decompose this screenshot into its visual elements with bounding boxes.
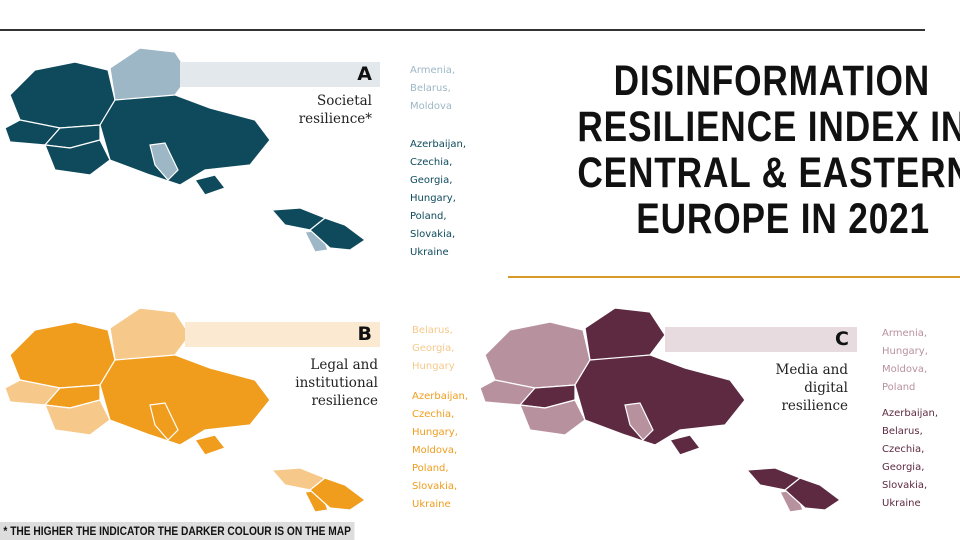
country-name: Ukraine xyxy=(882,498,921,509)
panel-band: A xyxy=(180,62,380,87)
country-name: Georgia, xyxy=(410,175,453,186)
light-country-list: Armenia, Hungary, Moldova, Poland xyxy=(882,325,928,397)
country-name: Hungary, xyxy=(412,427,458,438)
light-country-list: Armenia, Belarus, Moldova xyxy=(410,62,455,116)
label-line: digital xyxy=(804,380,848,396)
country-hungary xyxy=(519,399,586,436)
country-name: Czechia, xyxy=(412,409,455,420)
country-ukraine xyxy=(99,354,271,446)
country-moldova xyxy=(624,402,654,441)
country-name: Belarus, xyxy=(882,426,923,437)
panel-letter: C xyxy=(835,328,849,350)
label-line: resilience xyxy=(781,398,848,414)
label-line: resilience* xyxy=(298,111,372,127)
title-line: EUROPE IN 2021 xyxy=(636,195,930,243)
country-name: Georgia, xyxy=(882,462,925,473)
country-name: Belarus, xyxy=(412,325,453,336)
title-line: DISINFORMATION xyxy=(613,57,930,105)
region-map xyxy=(4,47,367,253)
top-rule xyxy=(0,29,925,31)
country-name: Moldova, xyxy=(882,364,928,375)
country-poland xyxy=(9,61,116,129)
country-poland xyxy=(484,321,591,389)
country-ukraine xyxy=(99,94,271,186)
region-map xyxy=(4,307,367,513)
label-line: institutional xyxy=(295,375,378,391)
panel-band: C xyxy=(665,327,857,352)
country-name: Azerbaijan, xyxy=(882,408,939,419)
label-line: resilience xyxy=(311,393,378,409)
country-belarus xyxy=(109,307,191,361)
panel-label: Societal resilience* xyxy=(230,92,372,128)
country-name: Belarus, xyxy=(410,83,451,94)
country-hungary xyxy=(44,399,111,436)
country-name: Poland, xyxy=(412,463,449,474)
page-title: DISINFORMATION RESILIENCE INDEX IN CENTR… xyxy=(577,57,960,243)
country-crimea xyxy=(194,174,226,196)
panel-band: B xyxy=(185,322,380,347)
country-name: Moldova, xyxy=(412,445,458,456)
country-name: Czechia, xyxy=(882,444,925,455)
panel-letter: A xyxy=(357,63,372,85)
footnote: * THE HIGHER THE INDICATOR THE DARKER CO… xyxy=(0,522,355,540)
panel-label: Legal and institutional resilience xyxy=(230,356,378,410)
country-name: Armenia, xyxy=(882,328,928,339)
country-name: Slovakia, xyxy=(412,481,458,492)
country-name: Georgia, xyxy=(412,343,455,354)
title-underline xyxy=(508,276,960,278)
region-map xyxy=(479,307,842,513)
country-name: Moldova xyxy=(410,101,453,112)
label-line: Legal and xyxy=(310,357,378,373)
country-moldova xyxy=(149,142,179,181)
country-name: Azerbaijan, xyxy=(412,391,469,402)
country-moldova xyxy=(149,402,179,441)
country-name: Poland, xyxy=(410,211,447,222)
country-name: Azerbaijan, xyxy=(410,139,467,150)
country-poland xyxy=(9,321,116,389)
title-line: RESILIENCE INDEX IN xyxy=(577,103,960,151)
country-name: Slovakia, xyxy=(882,480,928,491)
label-line: Media and xyxy=(775,362,849,378)
country-crimea xyxy=(669,434,701,456)
country-name: Hungary, xyxy=(410,193,456,204)
light-country-list: Belarus, Georgia, Hungary xyxy=(412,322,455,376)
country-name: Czechia, xyxy=(410,157,453,168)
country-name: Poland xyxy=(882,382,916,393)
country-azerbaijan xyxy=(309,477,367,511)
country-ukraine xyxy=(574,354,746,446)
country-name: Slovakia, xyxy=(410,229,456,240)
country-crimea xyxy=(194,434,226,456)
dark-country-list: Azerbaijan, Czechia, Hungary, Moldova, Polan… xyxy=(412,388,468,514)
label-line: Societal xyxy=(316,93,372,109)
country-azerbaijan xyxy=(784,477,842,511)
country-belarus xyxy=(584,307,666,361)
country-belarus xyxy=(109,47,191,101)
panel-label: Media and digital resilience xyxy=(700,361,849,415)
title-line: CENTRAL & EASTERN xyxy=(577,149,960,197)
dark-country-list: Azerbaijan, Czechia, Georgia, Hungary, Polan… xyxy=(410,136,466,262)
country-azerbaijan xyxy=(309,217,367,251)
country-hungary xyxy=(44,139,111,176)
country-name: Ukraine xyxy=(410,247,449,258)
country-name: Armenia, xyxy=(410,65,456,76)
country-name: Hungary, xyxy=(882,346,928,357)
panel-letter: B xyxy=(357,323,372,345)
country-name: Ukraine xyxy=(412,499,451,510)
country-name: Hungary xyxy=(412,361,455,372)
dark-country-list: Azerbaijan, Belarus, Czechia, Georgia, Slova… xyxy=(882,405,938,513)
